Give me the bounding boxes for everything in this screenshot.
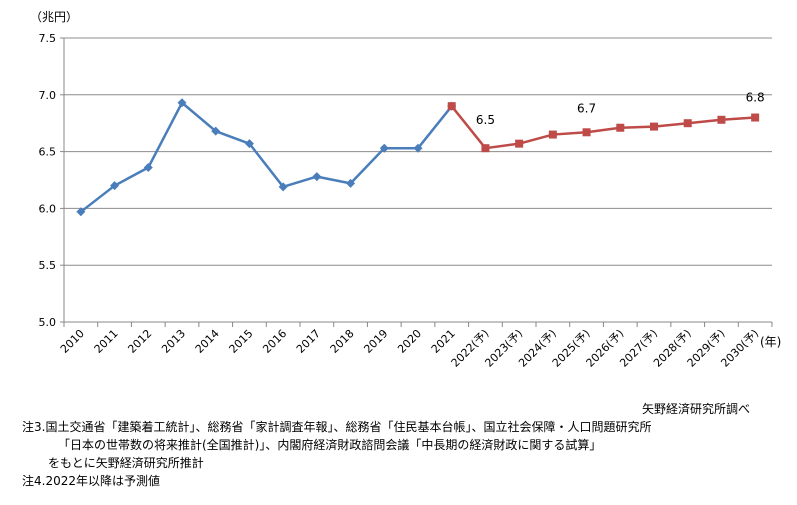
data-point <box>211 126 221 136</box>
data-point <box>548 130 557 139</box>
footnote-line: 「日本の世帯数の将来推計(全国推計)」、内閣府経済財政諮問会議「中長期の経済財政… <box>58 438 602 452</box>
data-point <box>751 113 760 122</box>
data-point <box>76 207 86 217</box>
x-unit-label: (年) <box>760 335 781 349</box>
x-tick-label: 2011 <box>92 327 121 356</box>
footnote-line: をもとに矢野経済研究所推計 <box>48 456 204 470</box>
data-point <box>515 139 524 148</box>
x-tick-label: 2010 <box>58 327 87 356</box>
data-point <box>447 102 456 111</box>
x-tick-label: 2030(予) <box>718 327 761 370</box>
data-point <box>312 172 322 182</box>
x-tick-label: 2021 <box>429 327 458 356</box>
data-point <box>379 143 389 153</box>
y-tick-label: 7.0 <box>39 89 57 102</box>
series-markers <box>76 98 760 217</box>
data-point <box>717 115 726 124</box>
data-point <box>683 119 692 128</box>
series-line <box>450 105 756 150</box>
y-axis-ticks: 5.0 5.5 6.0 6.5 7.0 7.5 <box>39 32 57 329</box>
y-tick-label: 5.0 <box>39 316 57 329</box>
data-point <box>110 181 120 191</box>
x-axis-ticks: 2010 2011 2012 2013 2014 2015 2016 2017 2018 2019… <box>58 327 761 370</box>
data-point <box>616 123 625 132</box>
data-point <box>143 163 153 173</box>
data-point <box>177 98 187 108</box>
x-tick-label: 2020 <box>395 327 424 356</box>
y-unit-label: （兆円） <box>30 10 78 24</box>
x-tick-label: 2013 <box>159 327 188 356</box>
data-point <box>413 143 423 153</box>
source-credit: 矢野経済研究所調べ <box>642 402 751 416</box>
series-lines <box>80 101 756 213</box>
data-point <box>278 182 288 192</box>
data-label: 6.5 <box>476 113 495 127</box>
x-tick-label: 2014 <box>193 327 222 356</box>
data-point <box>650 122 658 131</box>
x-tick-label: 2017 <box>294 327 323 356</box>
y-tick-label: 7.5 <box>39 32 57 45</box>
footnotes: 注3.国土交通省「建築着工統計」、総務省「家計調査年報」、総務省「住民基本台帳」… <box>22 418 651 490</box>
y-tick-label: 6.5 <box>39 146 57 159</box>
y-tick-label: 6.0 <box>39 202 57 215</box>
data-point <box>244 139 254 149</box>
data-point <box>481 144 490 153</box>
x-tick-label: 2018 <box>328 327 357 356</box>
x-tick-label: 2015 <box>227 327 256 356</box>
y-tick-label: 5.5 <box>39 259 57 272</box>
data-labels: 6.5 6.7 6.8 <box>476 91 765 128</box>
data-label: 6.7 <box>577 101 596 115</box>
x-tick-label: 2016 <box>260 327 289 356</box>
footnote-line: 注4.2022年以降は予測値 <box>22 474 160 488</box>
footnote-line: 注3.国土交通省「建築着工統計」、総務省「家計調査年報」、総務省「住民基本台帳」… <box>22 420 652 434</box>
data-point <box>582 128 591 137</box>
data-point <box>346 178 356 188</box>
x-tick-label: 2019 <box>361 327 390 356</box>
series-line <box>80 101 453 213</box>
x-tick-label: 2012 <box>125 327 154 356</box>
line-chart: 5.05.56.06.57.07.5 2010 2011 2012 2013 2014 2… <box>30 10 781 370</box>
axes <box>60 37 773 327</box>
data-label: 6.8 <box>746 91 765 105</box>
